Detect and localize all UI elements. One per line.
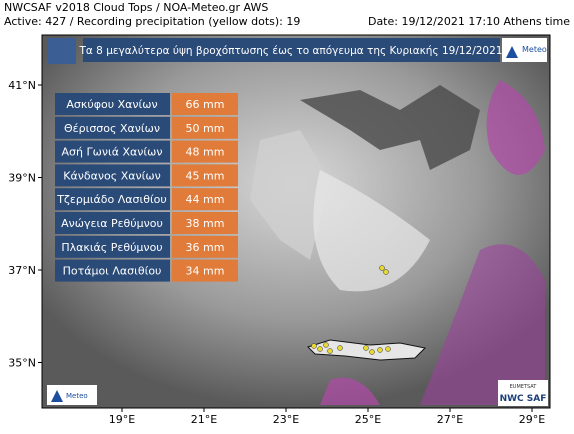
logo-box (498, 380, 548, 406)
name-cell (55, 140, 170, 163)
value-cell (172, 188, 238, 211)
weather-icon (48, 38, 76, 64)
cloud-area (250, 130, 330, 260)
cloud-area (313, 170, 430, 292)
rain-amount: 50 mm (186, 122, 225, 135)
lon-label: 21°E (191, 413, 217, 426)
precip-area (420, 244, 545, 405)
name-cell (55, 212, 170, 234)
lat-label: 41°N (8, 79, 36, 92)
value-cell (172, 93, 238, 115)
name-cell (55, 235, 170, 258)
banner (83, 38, 500, 62)
lon-label: 25°E (355, 413, 381, 426)
station-name: Ανώγεια Ρεθύμνου (61, 217, 163, 230)
axes: 41°N 39°N 37°N 35°N 19°E 21°E 23°E 25°E 27°E 29°E (8, 79, 545, 426)
value-cell (172, 212, 238, 234)
name-cell (55, 259, 170, 282)
logo-text: Meteo (66, 392, 88, 400)
value-cell (172, 116, 238, 139)
header-date: Date: 19/12/2021 17:10 Athens time (368, 15, 570, 28)
lat-label: 37°N (8, 264, 36, 277)
rain-dots (311, 265, 391, 355)
header-line: Active: 427 / Recording precipitation (y… (4, 15, 300, 28)
logo-mark (51, 390, 63, 402)
value-cell (172, 164, 238, 187)
lon-label: 29°E (519, 413, 545, 426)
rain-amount: 36 mm (186, 241, 225, 254)
map: Τα 8 μεγαλύτερα ύψη βροχόπτωσης έως το α… (41, 34, 551, 409)
precip-area (320, 377, 380, 405)
logo-mark (506, 46, 518, 58)
name-cell (55, 164, 170, 187)
station-name: Κάνδανος Χανίων (63, 169, 160, 182)
rain-amount: 48 mm (186, 146, 225, 159)
station-name: Θέρισσος Χανίων (64, 122, 160, 135)
rain-amount: 66 mm (186, 98, 225, 111)
logo-text: NWC SAF (500, 394, 547, 404)
lat-label: 35°N (8, 357, 36, 370)
banner-title: Τα 8 μεγαλύτερα ύψη βροχόπτωσης έως το α… (79, 45, 503, 57)
lat-label: 39°N (8, 172, 36, 185)
name-cell (55, 116, 170, 139)
station-name: Πλακιάς Ρεθύμνου (61, 241, 162, 254)
name-cell (55, 93, 170, 115)
lon-label: 23°E (273, 413, 299, 426)
value-cell (172, 235, 238, 258)
value-cell (172, 140, 238, 163)
precip-area (486, 80, 545, 175)
station-name: Ασή Γωνιά Χανίων (62, 146, 163, 159)
logo-text: EUMETSAT (510, 384, 538, 390)
station-name: Ασκύφου Χανίων (66, 98, 157, 111)
header-line: NWCSAF v2018 Cloud Tops / NOA-Meteo.gr A… (4, 1, 268, 14)
station-name: Τζερμιάδο Λασιθίου (56, 193, 167, 206)
rain-amount: 34 mm (186, 265, 225, 278)
lon-label: 19°E (109, 413, 135, 426)
logo-text: Meteo (522, 45, 547, 54)
cloud-free-area (300, 85, 480, 170)
name-cell (55, 188, 170, 211)
rain-amount: 44 mm (186, 193, 225, 206)
rain-amount: 45 mm (186, 169, 225, 182)
value-cell (172, 259, 238, 282)
rain-amount: 38 mm (186, 217, 225, 230)
lon-label: 27°E (437, 413, 463, 426)
rain-table: Ασκύφου Χανίων 66 mm Θέρισσος Χανίων 50 mm Α… (55, 93, 238, 282)
station-name: Ποτάμοι Λασιθίου (63, 265, 162, 278)
